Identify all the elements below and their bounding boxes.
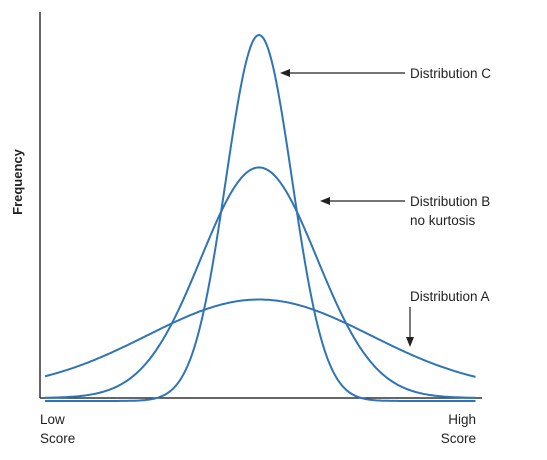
x-axis-low-label-line1: Low [40,412,65,427]
x-axis-low-label-line2: Score [40,431,75,446]
distribution-c-arrowhead [280,69,290,77]
x-axis-high-label-line1: High [448,412,476,427]
distribution-c-curve [45,33,476,402]
distribution-a-arrowhead [406,337,414,347]
y-axis-title: Frequency [10,148,25,215]
distribution-c-label: Distribution C [410,66,491,81]
distribution-b-sublabel: no kurtosis [410,213,476,228]
distribution-b-curve [45,166,476,399]
distribution-a-label: Distribution A [410,289,490,304]
distribution-b-label: Distribution B [410,194,490,209]
distribution-a-curve [44,298,476,378]
distribution-b-arrowhead [320,197,330,205]
x-axis-high-label-line2: Score [441,431,476,446]
